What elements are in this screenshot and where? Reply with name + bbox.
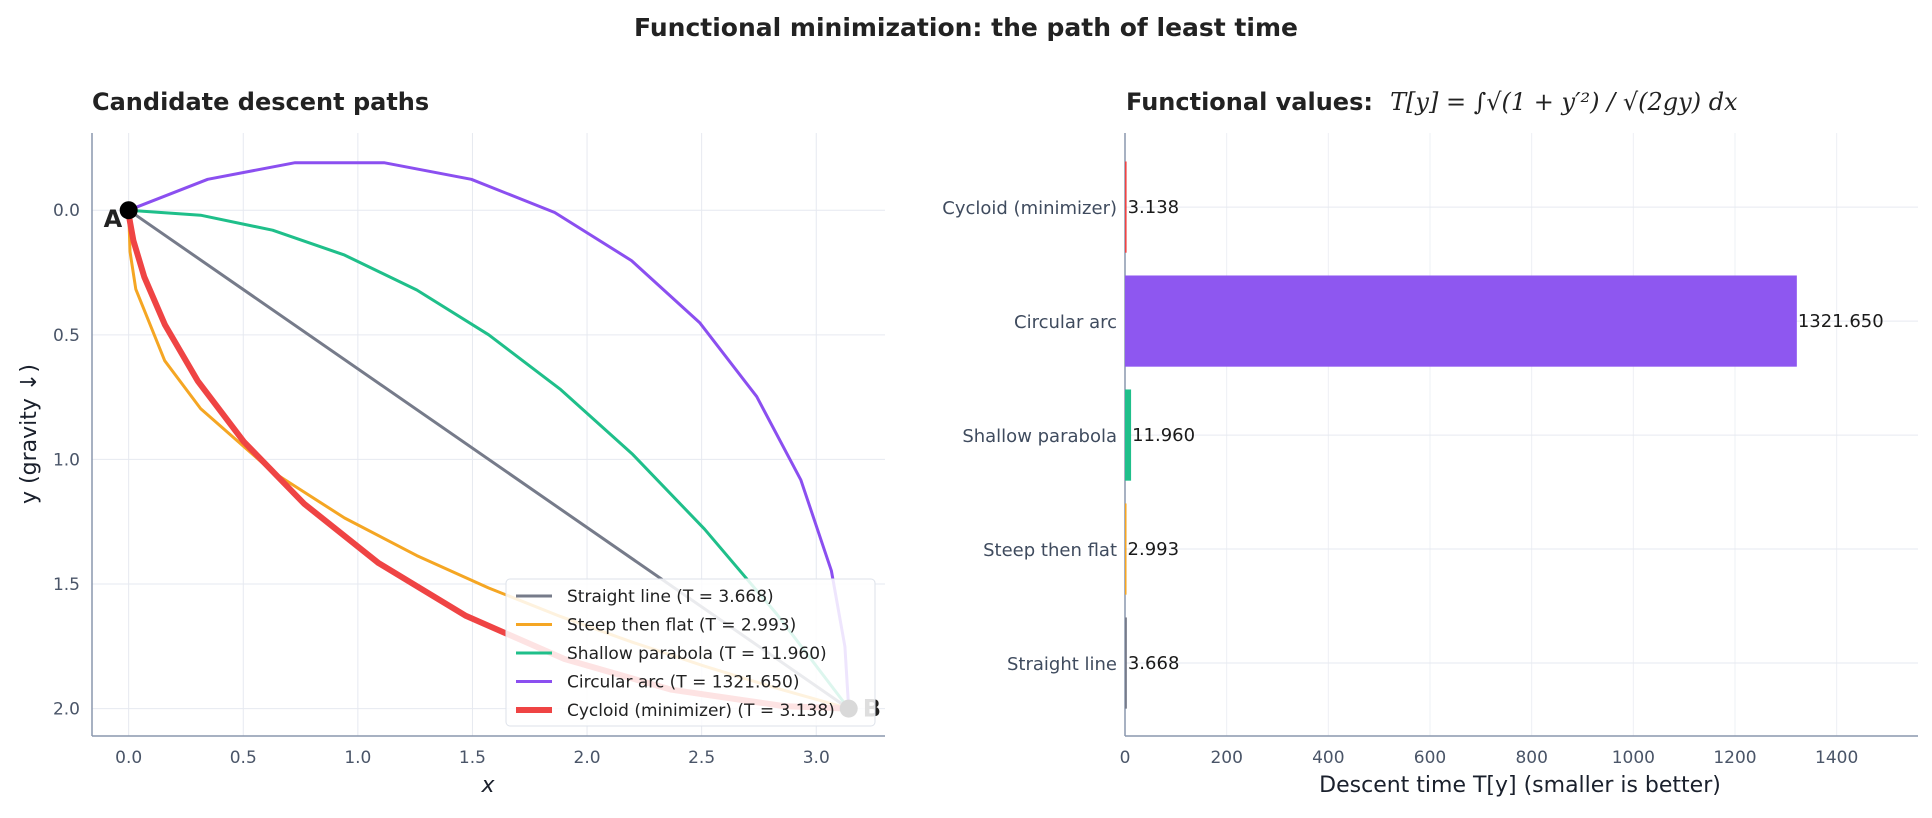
y-tick-label: 1.0 xyxy=(53,450,80,470)
x-tick-label: 2.5 xyxy=(688,748,715,768)
x-tick-label: 1.5 xyxy=(459,748,486,768)
legend-label: Straight line (T = 3.668) xyxy=(567,587,774,607)
legend-label: Steep then flat (T = 2.993) xyxy=(567,616,796,636)
x-tick-label: 0 xyxy=(1120,748,1131,768)
x-tick-label: 1400 xyxy=(1815,748,1858,768)
paths-ticks: 0.0 0.5 1.0 1.5 2.0 2.5 3.0 0.0 0.5 1.0 1.5 2.0 xyxy=(53,201,830,768)
functional-formula: T[y] = ∫√(1 + y′²) / √(2gy) dx xyxy=(1390,88,1738,116)
y-tick-label: 0.5 xyxy=(53,326,80,346)
curve-shallow-parabola xyxy=(127,208,851,711)
x-tick-label: 400 xyxy=(1312,748,1344,768)
x-tick-label: 800 xyxy=(1515,748,1547,768)
endpoint-a xyxy=(119,201,138,220)
x-tick-label: 0.5 xyxy=(230,748,257,768)
bar-cycloid-minimizer xyxy=(1125,161,1127,253)
paths-x-axis-label: x xyxy=(480,773,495,798)
x-tick-label: 600 xyxy=(1414,748,1446,768)
paths-legend: Straight line (T = 3.668) Steep then flat… xyxy=(505,578,876,727)
x-tick-label: 1200 xyxy=(1713,748,1756,768)
y-tick-label: 0.0 xyxy=(53,201,80,221)
functional-bars: 3.668 2.993 11.960 1321.650 3.138 xyxy=(1125,161,1884,709)
bar-value-label: 3.668 xyxy=(1128,653,1180,674)
curve-circular-arc xyxy=(127,161,851,711)
bar-value-label: 2.993 xyxy=(1128,539,1180,560)
legend-label: Shallow parabola (T = 11.960) xyxy=(567,644,827,664)
bar-circular-arc xyxy=(1125,275,1797,367)
paths-chart-title: Candidate descent paths xyxy=(92,88,429,116)
functional-x-axis-label: Descent time T[y] (smaller is better) xyxy=(1319,773,1721,798)
category-label: Cycloid (minimizer) xyxy=(942,198,1117,219)
y-tick-label: 1.5 xyxy=(53,575,80,595)
x-tick-label: 0.0 xyxy=(115,748,142,768)
bar-straight-line xyxy=(1125,617,1127,709)
bar-shallow-parabola xyxy=(1125,389,1132,481)
legend-label: Cycloid (minimizer) (T = 3.138) xyxy=(567,701,835,721)
y-tick-label: 2.0 xyxy=(53,700,80,720)
paths-y-axis-label: y (gravity ↓) xyxy=(17,364,42,504)
endpoint-label-a: A xyxy=(104,205,123,233)
figure-title: Functional minimization: the path of lea… xyxy=(634,13,1298,42)
legend-box xyxy=(505,578,876,727)
x-tick-label: 2.0 xyxy=(574,748,601,768)
functional-grid xyxy=(1124,133,1918,737)
category-label: Shallow parabola xyxy=(962,426,1117,447)
functional-ticks: 0 200 400 600 800 1000 1200 1400 Straight line St… xyxy=(942,198,1858,768)
x-tick-label: 1000 xyxy=(1612,748,1655,768)
category-label: Circular arc xyxy=(1014,312,1117,333)
bar-value-label: 11.960 xyxy=(1132,425,1195,446)
paths-grid xyxy=(91,133,885,737)
bar-value-label: 3.138 xyxy=(1128,197,1180,218)
category-label: Steep then flat xyxy=(983,540,1117,561)
legend-label: Circular arc (T = 1321.650) xyxy=(567,673,799,693)
functional-chart-title-group: Functional values: T[y] = ∫√(1 + y′²) / … xyxy=(1126,88,1738,116)
functional-chart-title: Functional values: xyxy=(1126,88,1373,116)
paths-chart: Candidate descent paths AB 0.00.51.01.52… xyxy=(17,88,885,798)
x-tick-label: 3.0 xyxy=(803,748,830,768)
x-tick-label: 200 xyxy=(1210,748,1242,768)
bar-value-label: 1321.650 xyxy=(1798,311,1884,332)
functional-chart: Functional values: T[y] = ∫√(1 + y′²) / … xyxy=(942,88,1918,798)
bar-steep-then-flat xyxy=(1125,503,1127,595)
category-label: Straight line xyxy=(1007,654,1117,675)
x-tick-label: 1.0 xyxy=(344,748,371,768)
